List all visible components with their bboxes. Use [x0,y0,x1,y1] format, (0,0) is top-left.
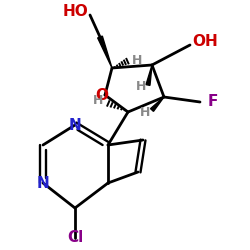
Text: Cl: Cl [67,230,83,246]
Text: N: N [68,118,82,132]
Text: H: H [140,106,150,120]
Text: HO: HO [62,4,88,20]
Text: H: H [92,94,103,108]
Text: H: H [132,54,142,68]
Text: N: N [36,176,50,190]
Polygon shape [146,65,152,86]
Polygon shape [98,36,112,68]
Text: OH: OH [192,34,218,50]
Text: H: H [136,80,146,94]
Text: F: F [208,94,218,110]
Polygon shape [150,97,164,111]
Text: O: O [96,88,108,102]
